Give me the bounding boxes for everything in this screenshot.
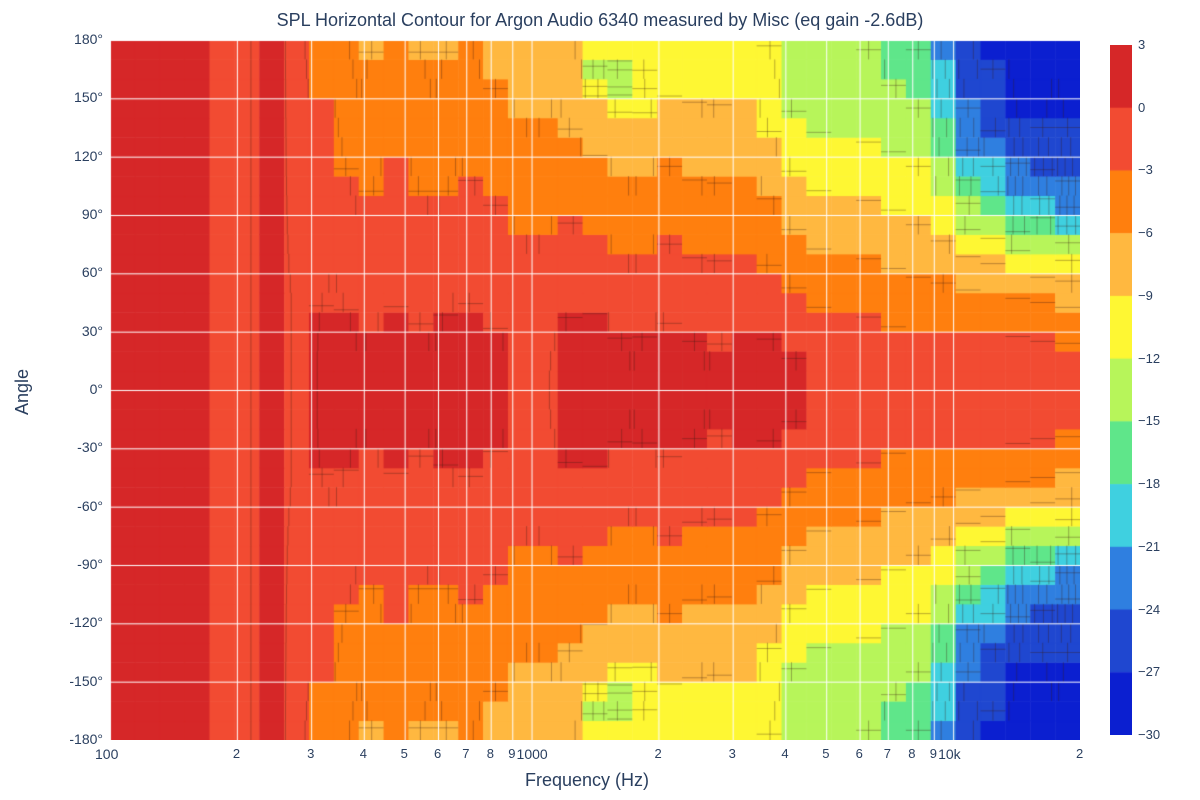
tick-label: 7 bbox=[462, 746, 469, 761]
tick-label: 7 bbox=[884, 746, 891, 761]
tick-label: 10k bbox=[938, 746, 961, 762]
tick-label: 8 bbox=[487, 746, 494, 761]
tick-label: −24 bbox=[1138, 602, 1160, 617]
tick-label: −27 bbox=[1138, 664, 1160, 679]
tick-label: -180° bbox=[55, 731, 103, 747]
tick-label: 3 bbox=[729, 746, 736, 761]
tick-label: 3 bbox=[307, 746, 314, 761]
tick-label: 90° bbox=[55, 206, 103, 222]
tick-label: 100 bbox=[95, 746, 118, 762]
y-axis-label: Angle bbox=[12, 369, 33, 415]
tick-label: −3 bbox=[1138, 162, 1153, 177]
tick-label: 4 bbox=[360, 746, 367, 761]
tick-label: 9 bbox=[930, 746, 937, 761]
tick-label: −6 bbox=[1138, 225, 1153, 240]
tick-label: 8 bbox=[908, 746, 915, 761]
tick-label: -90° bbox=[55, 556, 103, 572]
tick-label: -30° bbox=[55, 439, 103, 455]
tick-label: 180° bbox=[55, 31, 103, 47]
tick-label: 2 bbox=[1076, 746, 1083, 761]
tick-label: 5 bbox=[822, 746, 829, 761]
tick-label: −30 bbox=[1138, 727, 1160, 742]
tick-label: 6 bbox=[434, 746, 441, 761]
tick-label: −18 bbox=[1138, 476, 1160, 491]
colorbar bbox=[1110, 45, 1132, 735]
tick-label: -60° bbox=[55, 498, 103, 514]
tick-label: 0° bbox=[55, 381, 103, 397]
tick-label: 4 bbox=[781, 746, 788, 761]
tick-label: −12 bbox=[1138, 351, 1160, 366]
tick-label: −9 bbox=[1138, 288, 1153, 303]
tick-label: 150° bbox=[55, 89, 103, 105]
chart-title: SPL Horizontal Contour for Argon Audio 6… bbox=[0, 10, 1200, 31]
tick-label: 1000 bbox=[517, 746, 548, 762]
x-axis-label: Frequency (Hz) bbox=[525, 770, 649, 791]
tick-label: 5 bbox=[401, 746, 408, 761]
tick-label: 9 bbox=[508, 746, 515, 761]
tick-label: 30° bbox=[55, 323, 103, 339]
tick-label: -120° bbox=[55, 614, 103, 630]
tick-label: 2 bbox=[654, 746, 661, 761]
tick-label: 2 bbox=[233, 746, 240, 761]
tick-label: −15 bbox=[1138, 413, 1160, 428]
contour-plot bbox=[110, 40, 1080, 740]
tick-label: -150° bbox=[55, 673, 103, 689]
tick-label: 3 bbox=[1138, 37, 1145, 52]
tick-label: 60° bbox=[55, 264, 103, 280]
tick-label: −21 bbox=[1138, 539, 1160, 554]
tick-label: 0 bbox=[1138, 100, 1145, 115]
tick-label: 120° bbox=[55, 148, 103, 164]
tick-label: 6 bbox=[856, 746, 863, 761]
